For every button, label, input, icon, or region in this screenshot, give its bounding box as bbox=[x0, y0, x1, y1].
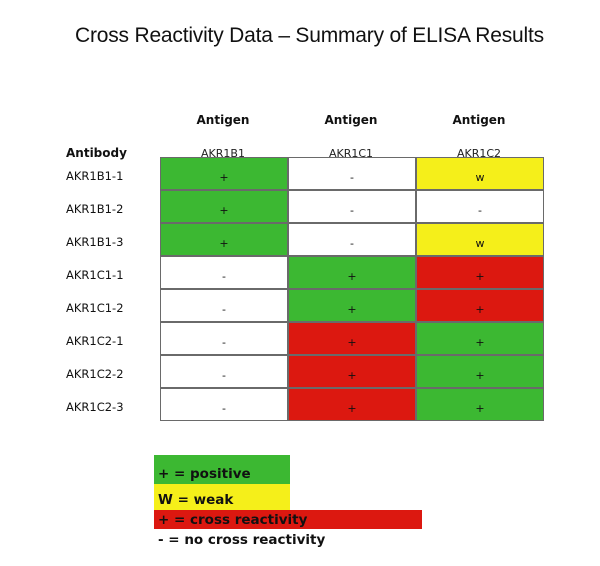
result-cell: - bbox=[416, 190, 544, 223]
row-label-akr1b1-3: AKR1B1-3 bbox=[66, 235, 124, 249]
result-cell: - bbox=[288, 157, 416, 190]
column-label-akr1c1: AKR1C1 bbox=[328, 147, 374, 160]
row-label-akr1c1-1: AKR1C1-1 bbox=[66, 268, 124, 282]
result-cell: + bbox=[288, 256, 416, 289]
column-label-akr1b1: AKR1B1 bbox=[201, 147, 245, 160]
result-cell: w bbox=[416, 223, 544, 256]
result-cell: + bbox=[416, 256, 544, 289]
result-cell: + bbox=[288, 388, 416, 421]
result-cell: + bbox=[288, 355, 416, 388]
row-label-akr1c1-2: AKR1C1-2 bbox=[66, 301, 124, 315]
result-cell: + bbox=[416, 388, 544, 421]
antigen-header-3: Antigen bbox=[452, 113, 506, 127]
result-cell: + bbox=[416, 355, 544, 388]
row-label-akr1b1-1: AKR1B1-1 bbox=[66, 169, 124, 183]
row-label-akr1b1-2: AKR1B1-2 bbox=[66, 202, 124, 216]
row-label-akr1c2-2: AKR1C2-2 bbox=[66, 367, 124, 381]
result-cell: - bbox=[160, 388, 288, 421]
antibody-header: Antibody bbox=[66, 146, 127, 160]
result-cell: + bbox=[288, 289, 416, 322]
result-cell: w bbox=[416, 157, 544, 190]
result-cell: - bbox=[160, 289, 288, 322]
legend-weak: W = weak bbox=[154, 484, 290, 510]
row-label-akr1c2-1: AKR1C2-1 bbox=[66, 334, 124, 348]
legend-none: - = no cross reactivity bbox=[158, 532, 326, 548]
result-cell: + bbox=[160, 190, 288, 223]
result-cell: - bbox=[160, 322, 288, 355]
antigen-header-1: Antigen bbox=[196, 113, 250, 127]
result-cell: + bbox=[160, 157, 288, 190]
result-cell: - bbox=[160, 256, 288, 289]
antigen-header-2: Antigen bbox=[324, 113, 378, 127]
row-label-akr1c2-3: AKR1C2-3 bbox=[66, 400, 124, 414]
legend-positive: + = positive bbox=[154, 455, 290, 484]
result-cell: + bbox=[160, 223, 288, 256]
result-cell: + bbox=[288, 322, 416, 355]
result-cell: - bbox=[288, 190, 416, 223]
column-label-akr1c2: AKR1C2 bbox=[456, 147, 502, 160]
result-cell: + bbox=[416, 289, 544, 322]
legend-cross: + = cross reactivity bbox=[154, 510, 422, 529]
result-cell: - bbox=[160, 355, 288, 388]
result-cell: - bbox=[288, 223, 416, 256]
page-title: Cross Reactivity Data – Summary of ELISA… bbox=[75, 24, 544, 47]
result-cell: + bbox=[416, 322, 544, 355]
results-grid: + - w + - - + - w - + + - + + - + + - + + - + + bbox=[160, 157, 544, 421]
